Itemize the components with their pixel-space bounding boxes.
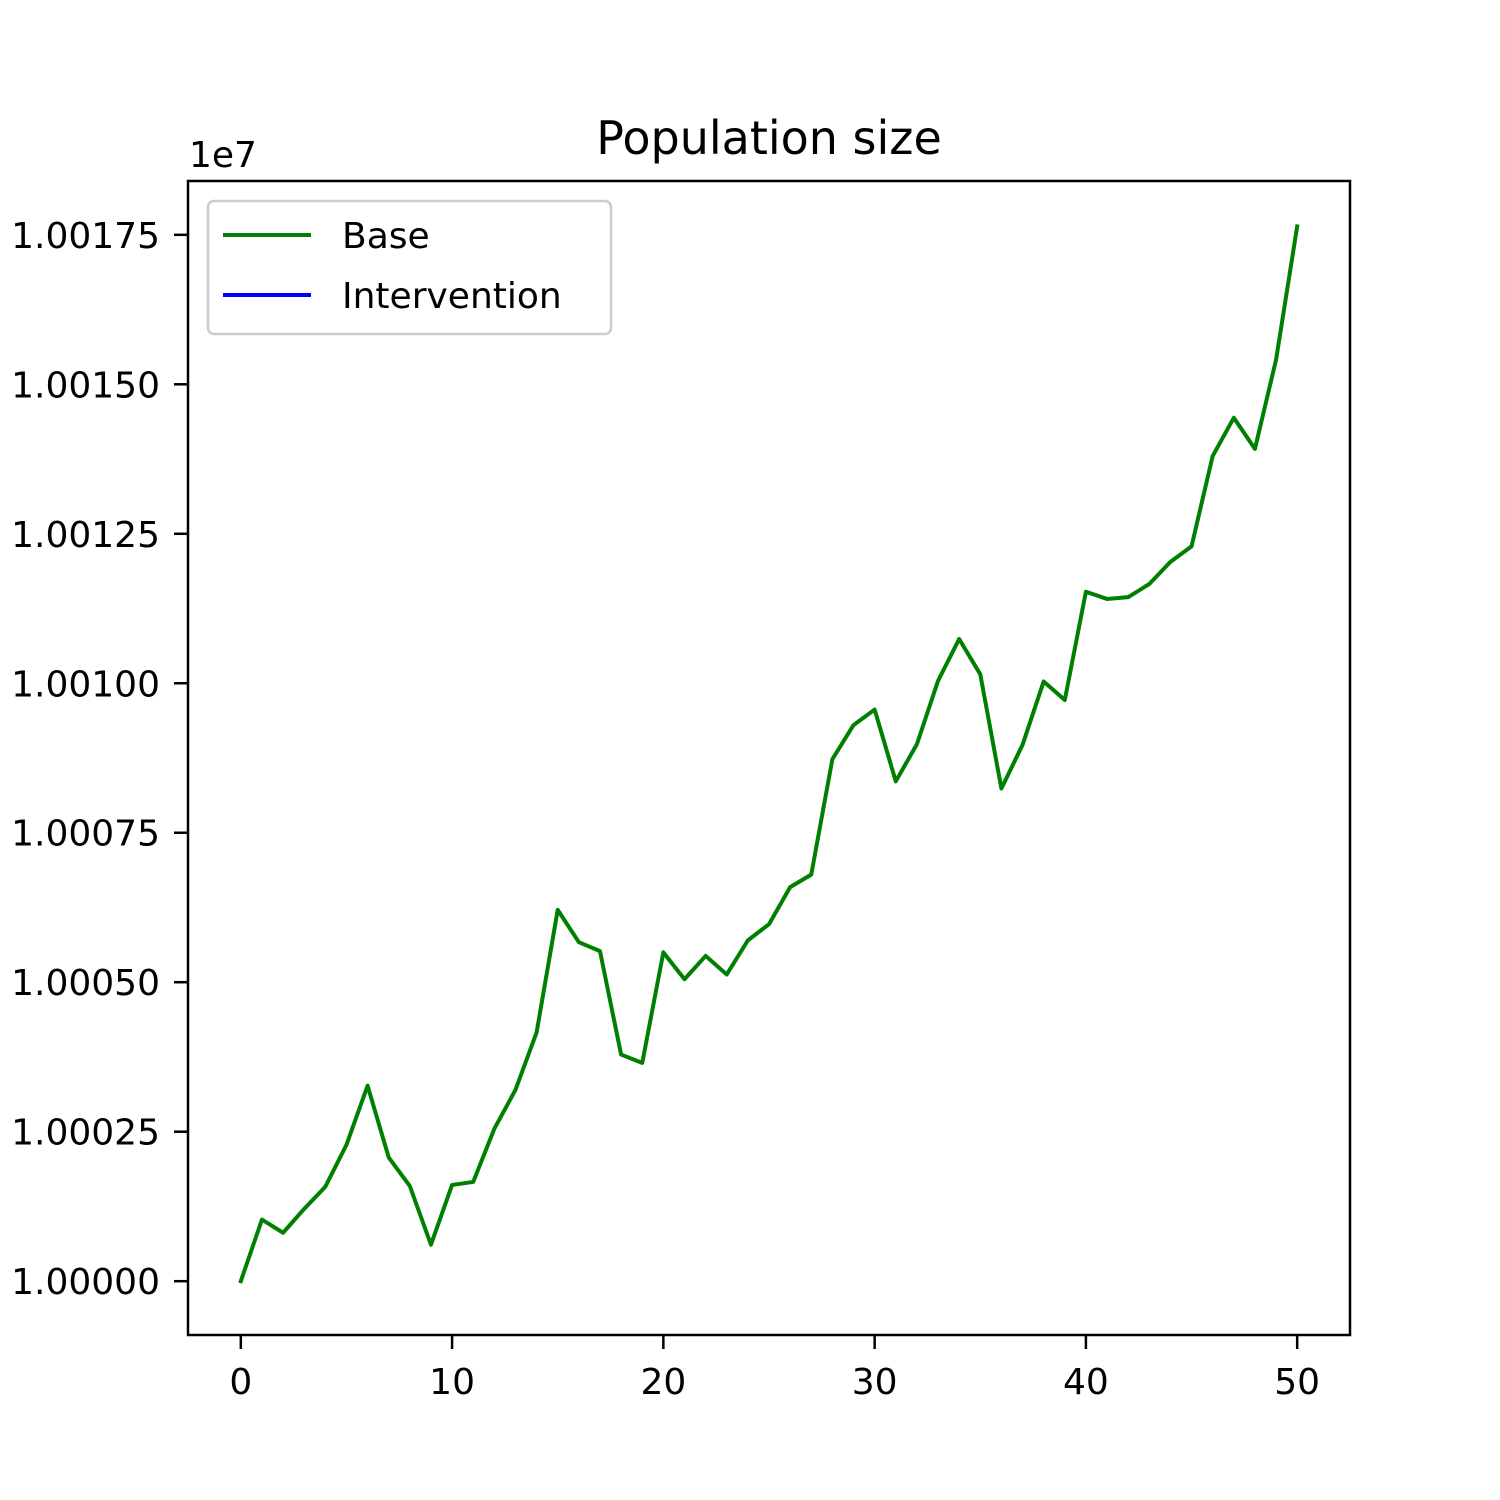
y-tick-label: 1.00025 [11, 1113, 160, 1154]
legend-entries: Base Intervention [223, 216, 562, 317]
y-tick-label: 1.00075 [11, 814, 160, 855]
x-tick-label: 0 [229, 1362, 252, 1403]
x-tick-label: 40 [1063, 1362, 1109, 1403]
y-tick-label: 1.00050 [11, 963, 160, 1004]
x-tick-label: 10 [429, 1362, 475, 1403]
series-line-base [238, 224, 1300, 1284]
chart-title: Population size [596, 111, 942, 165]
x-tick-label: 30 [852, 1362, 898, 1403]
y-tick-label: 1.00100 [11, 664, 160, 705]
y-tick-label: 1.00000 [11, 1262, 160, 1303]
legend-label-intervention: Intervention [342, 276, 562, 317]
legend-label-base: Base [342, 216, 430, 257]
y-tick-label: 1.00150 [11, 365, 160, 406]
y-tick-label: 1.00125 [11, 515, 160, 556]
x-tick-label: 50 [1274, 1362, 1320, 1403]
x-axis: 0 10 20 30 40 50 [229, 1335, 1320, 1403]
legend: Base Intervention [206, 199, 613, 336]
x-tick-label: 20 [640, 1362, 686, 1403]
plot-frame [186, 179, 1352, 1337]
y-axis-offset-label: 1e7 [189, 135, 257, 176]
y-tick-label: 1.00175 [11, 216, 160, 257]
series-layer [238, 224, 1300, 1284]
y-axis: 1.00000 1.00025 1.00050 1.00075 1.00100 1.001… [11, 216, 188, 1303]
